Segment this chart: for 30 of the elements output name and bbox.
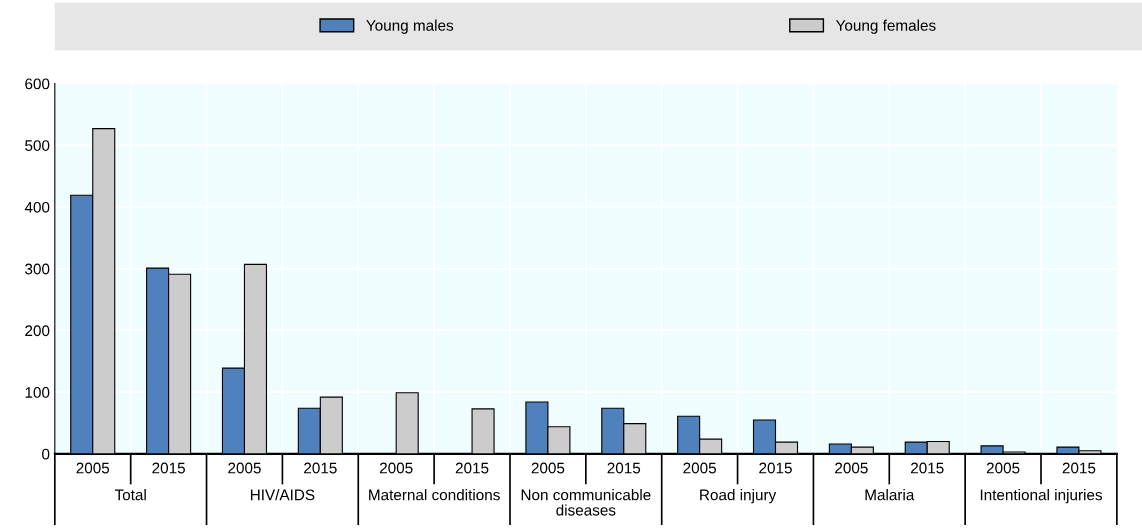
text: Total <box>114 489 146 501</box>
x-tick-label: 2005 <box>986 462 1020 474</box>
x-tick-label: 2005 <box>531 462 565 474</box>
y-tick-label: 500 <box>25 140 50 151</box>
x-tick-label: 2015 <box>1062 462 1096 474</box>
x-tick-label: 2015 <box>607 462 641 474</box>
text: Non communicable diseases <box>521 489 651 516</box>
x-tick-label: 2015 <box>455 462 489 474</box>
text: Intentional injuries <box>980 489 1103 504</box>
text: Road injury <box>700 489 777 504</box>
x-tick-label: 2005 <box>379 462 413 474</box>
x-tick-label: 2015 <box>911 462 944 474</box>
legend-label: Young males <box>366 19 454 34</box>
x-tick-label: 2015 <box>759 462 792 474</box>
y-tick-label: 100 <box>25 387 50 398</box>
text: Maternal conditions <box>369 489 500 501</box>
y-tick-label: 300 <box>25 263 50 275</box>
x-tick-label: 2005 <box>228 462 261 474</box>
x-tick-label: 2005 <box>835 462 868 474</box>
y-tick-label: 600 <box>25 78 50 90</box>
x-tick-label: 2015 <box>304 462 337 474</box>
legend-label: Young females <box>835 19 936 34</box>
y-tick-label: 400 <box>24 201 50 213</box>
text: HIV/AIDS <box>250 489 315 501</box>
x-tick-label: 2015 <box>152 462 185 474</box>
text: Malaria <box>865 489 915 501</box>
x-tick-label: 2005 <box>683 462 716 474</box>
y-tick-label: 0 <box>42 448 50 460</box>
x-tick-label: 2005 <box>76 462 110 474</box>
y-tick-label: 200 <box>25 325 50 337</box>
